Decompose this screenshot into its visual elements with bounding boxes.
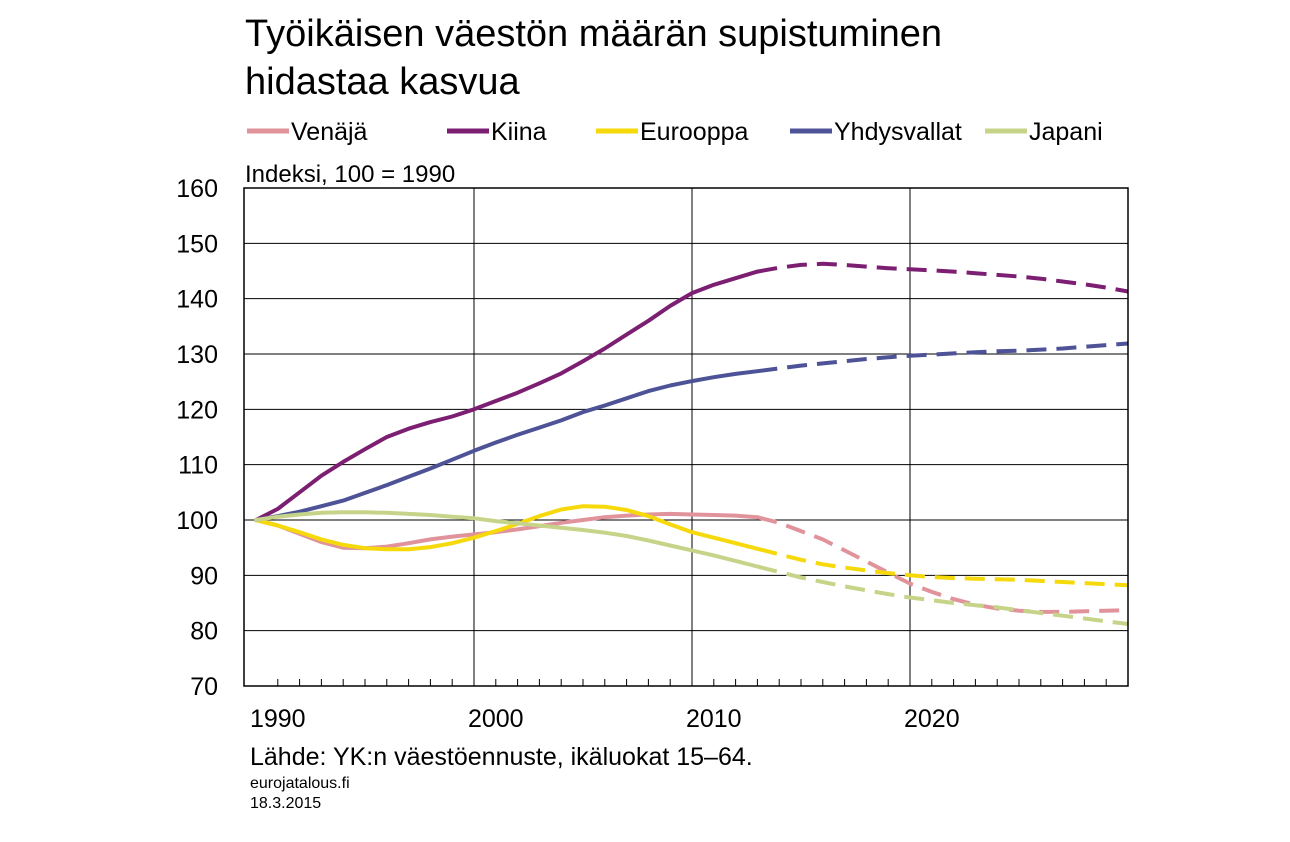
y-tick-label: 90 bbox=[190, 562, 218, 590]
y-tick-label: 150 bbox=[176, 230, 218, 258]
chart-title-line-2: hidastaa kasvua bbox=[245, 61, 520, 103]
y-tick-label: 70 bbox=[190, 673, 218, 701]
x-tick-label: 1990 bbox=[250, 705, 306, 733]
chart-title-line-1: Työikäisen väestön määrän supistuminen bbox=[245, 13, 942, 55]
series-lines bbox=[254, 261, 1129, 626]
series-line-eurooppa-history bbox=[254, 504, 760, 552]
series-line-eurooppa-projection bbox=[756, 546, 1129, 588]
legend-label: Kiina bbox=[491, 118, 547, 146]
y-tick-label: 100 bbox=[176, 507, 218, 535]
series-line-japani-projection bbox=[756, 564, 1129, 626]
x-tick-label: 2020 bbox=[904, 705, 960, 733]
series-line-kiina-history bbox=[254, 269, 760, 522]
legend-label: Eurooppa bbox=[640, 118, 749, 146]
series-line-yhdysvallat-projection bbox=[757, 341, 1129, 374]
series-line-venäjä-history bbox=[254, 511, 760, 551]
legend-label: Japani bbox=[1029, 118, 1103, 146]
source-note: Lähde: YK:n väestöennuste, ikäluokat 15–… bbox=[250, 743, 753, 771]
y-tick-label: 140 bbox=[176, 286, 218, 314]
unit-label: Indeksi, 100 = 1990 bbox=[245, 161, 455, 188]
y-tick-label: 80 bbox=[190, 618, 218, 646]
y-tick-label: 130 bbox=[176, 341, 218, 369]
y-tick-label: 120 bbox=[176, 396, 218, 424]
series-line-japani-history bbox=[254, 510, 760, 569]
x-tick-label: 2010 bbox=[686, 705, 742, 733]
series-line-kiina-projection bbox=[757, 261, 1129, 294]
legend-label: Yhdysvallat bbox=[834, 118, 962, 146]
legend-label: Venäjä bbox=[291, 118, 368, 146]
y-tick-label: 110 bbox=[178, 452, 218, 480]
y-axis: 70 80 90 100 110 120 130 140 150 160 bbox=[176, 175, 218, 701]
legend: Venäjä Kiina Eurooppa Yhdysvallat Japani bbox=[247, 118, 1103, 146]
x-axis: 1990 2000 2010 2020 bbox=[250, 676, 1107, 733]
plot-frame bbox=[243, 187, 1129, 687]
series-line-yhdysvallat-history bbox=[254, 369, 760, 522]
site-label: eurojatalous.fi bbox=[250, 775, 350, 792]
gridlines bbox=[244, 188, 1128, 686]
date-label: 18.3.2015 bbox=[250, 795, 321, 812]
series-line-venäjä-projection bbox=[756, 515, 1129, 614]
x-tick-label: 2000 bbox=[468, 705, 524, 733]
y-tick-label: 160 bbox=[176, 175, 218, 203]
